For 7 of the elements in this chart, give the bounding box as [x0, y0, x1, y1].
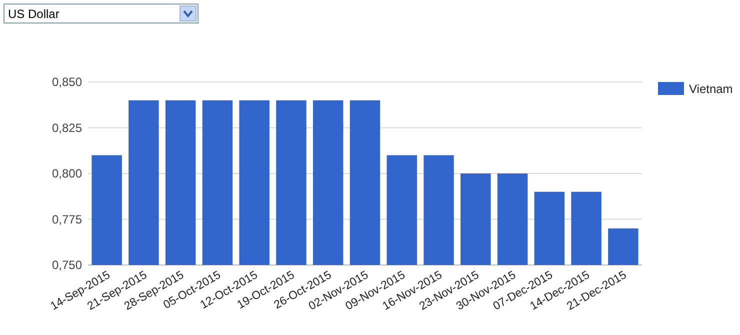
y-tick-label: 0,750 [52, 258, 82, 272]
currency-dropdown: US Dollar [4, 4, 198, 24]
y-tick-label: 0,850 [52, 75, 82, 89]
y-tick-label: 0,800 [52, 166, 82, 180]
y-tick-label: 0,775 [52, 212, 82, 226]
y-tick-label: 0,825 [52, 120, 82, 135]
legend-label: Vietnam [689, 82, 733, 96]
